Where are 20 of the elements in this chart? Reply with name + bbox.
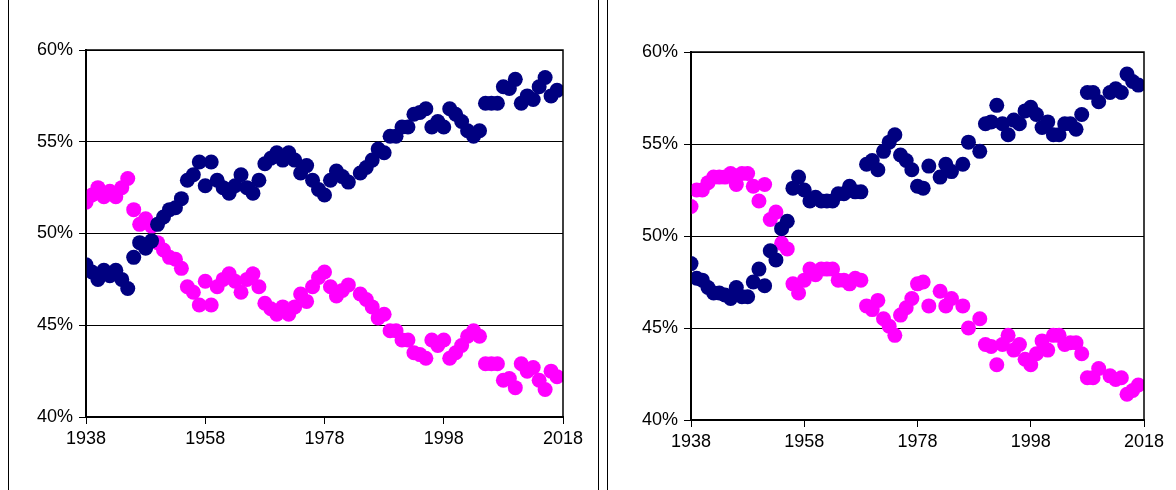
y-tick-label: 55% bbox=[641, 132, 678, 153]
y-tick-label: 45% bbox=[36, 314, 73, 335]
y-tick-label: 55% bbox=[36, 130, 73, 151]
x-tick-label: 2018 bbox=[1123, 430, 1165, 451]
x-tick-label: 1998 bbox=[423, 427, 464, 448]
x-tick-label: 1978 bbox=[897, 430, 938, 451]
y-tick-label: 40% bbox=[36, 405, 73, 426]
y-tick-label: 40% bbox=[641, 408, 678, 429]
x-tick-label: 1958 bbox=[784, 430, 825, 451]
x-tick-label: 1998 bbox=[1010, 430, 1051, 451]
y-tick-label: 45% bbox=[641, 316, 678, 337]
y-tick-label: 60% bbox=[36, 38, 73, 59]
x-tick-label: 1958 bbox=[185, 427, 226, 448]
x-tick-label: 1938 bbox=[65, 427, 107, 448]
x-tick-label: 2018 bbox=[542, 427, 584, 448]
x-tick-label: 1978 bbox=[304, 427, 345, 448]
y-tick-label: 60% bbox=[641, 40, 678, 61]
y-tick-label: 50% bbox=[641, 224, 678, 245]
x-tick-label: 1938 bbox=[670, 430, 712, 451]
y-tick-label: 50% bbox=[36, 222, 73, 243]
